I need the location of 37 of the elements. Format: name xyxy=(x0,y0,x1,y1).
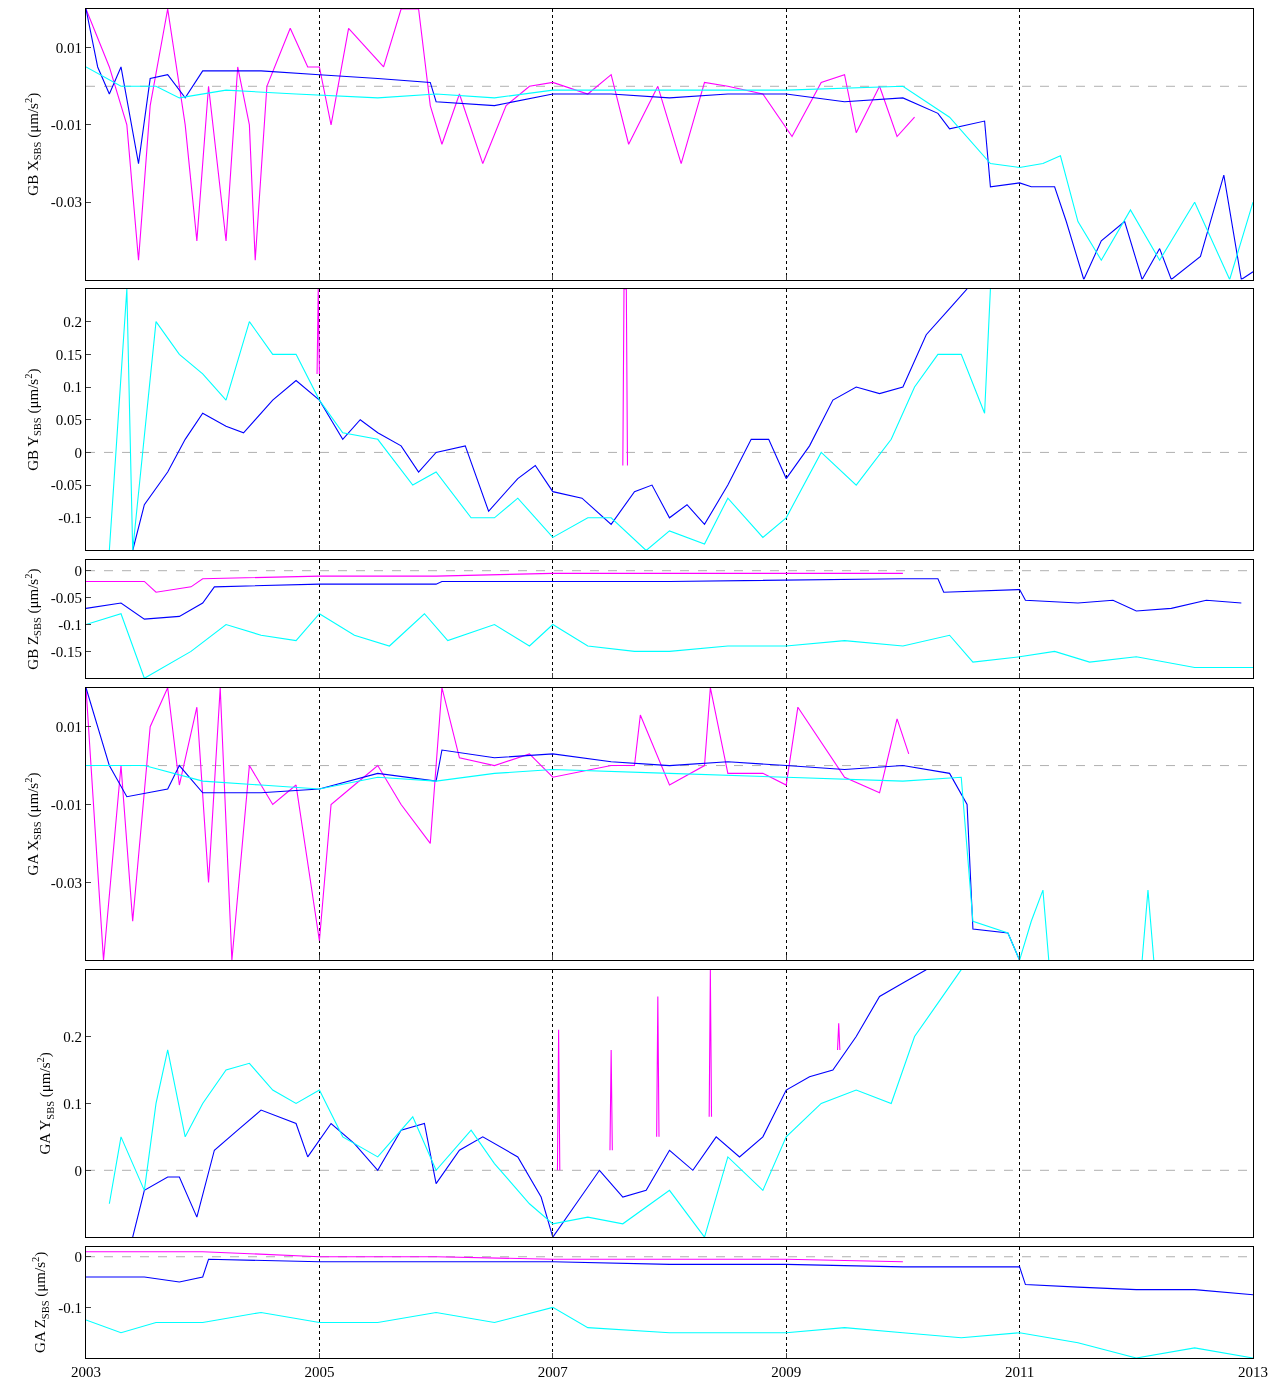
y-tick-label: -0.03 xyxy=(50,194,82,211)
x-tick-label: 2005 xyxy=(304,1364,335,1380)
y-tick-label: -0.1 xyxy=(58,1299,82,1316)
y-tick-label: 0 xyxy=(74,1162,82,1179)
x-tick-label: 2013 xyxy=(1238,1364,1268,1380)
y-tick-label: 0.2 xyxy=(63,313,82,330)
y-tick-label: 0.01 xyxy=(55,39,82,56)
line-series xyxy=(86,66,1253,280)
line-series xyxy=(86,1258,1253,1296)
y-tick-label: 0.01 xyxy=(55,718,82,735)
y-tick-label: 0.1 xyxy=(63,379,82,396)
line-series xyxy=(86,9,916,261)
y-tick-label: 0.15 xyxy=(55,346,82,363)
y-tick-label: 0.2 xyxy=(63,1028,82,1045)
y-tick-label: -0.03 xyxy=(50,874,82,891)
y-tick-label: -0.1 xyxy=(58,510,82,527)
y-tick-label: -0.01 xyxy=(50,117,82,134)
line-series xyxy=(86,613,1253,679)
y-tick-label: -0.01 xyxy=(50,796,82,813)
y-tick-label: 0.1 xyxy=(63,1095,82,1112)
y-tick-label: -0.05 xyxy=(50,589,82,606)
y-tick-label: 0 xyxy=(74,444,82,461)
x-tick-label: 2003 xyxy=(71,1364,101,1380)
x-tick-label: 2007 xyxy=(537,1364,569,1380)
y-tick-label: 0 xyxy=(74,562,82,579)
y-tick-label: -0.1 xyxy=(58,616,82,633)
x-tick-label: 2011 xyxy=(1004,1364,1035,1380)
line-series xyxy=(86,572,904,593)
y-tick-label: 0 xyxy=(74,1249,82,1265)
line-series xyxy=(86,9,1253,280)
y-tick-label: -0.05 xyxy=(50,477,82,494)
y-tick-label: -0.15 xyxy=(50,643,82,660)
y-tick-label: 0.05 xyxy=(55,411,82,428)
line-series xyxy=(86,1251,904,1263)
line-series xyxy=(86,578,1242,620)
x-tick-label: 2009 xyxy=(771,1364,802,1380)
line-series xyxy=(86,1306,1253,1358)
